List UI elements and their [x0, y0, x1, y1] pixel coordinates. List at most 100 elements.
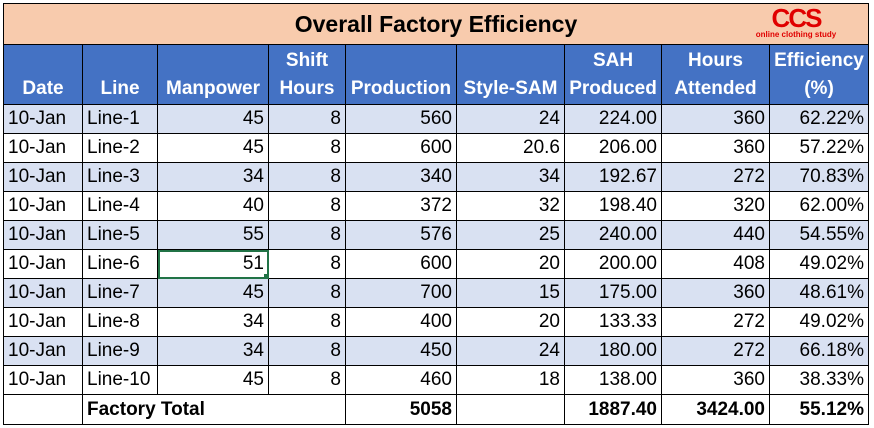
header-efficiency[interactable]: Efficiency (%) — [769, 44, 869, 105]
cell-manpower[interactable]: 45 — [157, 365, 269, 395]
cell-line[interactable]: Line-5 — [82, 220, 158, 250]
cell-hours-attended[interactable]: 272 — [661, 162, 770, 192]
cell-sah-produced[interactable]: 206.00 — [564, 133, 662, 163]
cell-efficiency[interactable]: 48.61% — [769, 278, 869, 308]
cell-manpower[interactable]: 34 — [157, 336, 269, 366]
cell-line[interactable]: Line-8 — [82, 307, 158, 337]
cell-hours-attended[interactable]: 360 — [661, 133, 770, 163]
cell-line[interactable]: Line-6 — [82, 249, 158, 279]
header-style-sam[interactable]: Style-SAM — [456, 44, 565, 105]
cell-efficiency[interactable]: 54.55% — [769, 220, 869, 250]
cell-style-sam[interactable]: 18 — [456, 365, 565, 395]
cell-date[interactable]: 10-Jan — [3, 365, 83, 395]
cell-production[interactable]: 400 — [345, 307, 457, 337]
cell-shift-hours[interactable]: 8 — [268, 220, 346, 250]
cell-manpower[interactable]: 34 — [157, 162, 269, 192]
cell-manpower[interactable]: 51 — [157, 249, 269, 279]
cell-hours-attended[interactable]: 360 — [661, 104, 770, 134]
cell-style-sam[interactable]: 25 — [456, 220, 565, 250]
cell-line[interactable]: Line-9 — [82, 336, 158, 366]
cell-hours-attended[interactable]: 360 — [661, 278, 770, 308]
cell-production[interactable]: 600 — [345, 249, 457, 279]
cell-line[interactable]: Line-2 — [82, 133, 158, 163]
header-manpower[interactable]: Manpower — [157, 44, 269, 105]
cell-date[interactable]: 10-Jan — [3, 278, 83, 308]
cell-shift-hours[interactable]: 8 — [268, 104, 346, 134]
cell-shift-hours[interactable]: 8 — [268, 191, 346, 221]
cell-efficiency[interactable]: 49.02% — [769, 307, 869, 337]
cell-hours-attended[interactable]: 408 — [661, 249, 770, 279]
cell-production[interactable]: 372 — [345, 191, 457, 221]
cell-shift-hours[interactable]: 8 — [268, 307, 346, 337]
header-line[interactable]: Line — [82, 44, 158, 105]
cell-style-sam[interactable]: 15 — [456, 278, 565, 308]
cell-hours-attended[interactable]: 272 — [661, 336, 770, 366]
cell-line[interactable]: Line-7 — [82, 278, 158, 308]
cell-sah-produced[interactable]: 198.40 — [564, 191, 662, 221]
cell-shift-hours[interactable]: 8 — [268, 278, 346, 308]
cell-production[interactable]: 560 — [345, 104, 457, 134]
cell-style-sam[interactable]: 24 — [456, 104, 565, 134]
cell-line[interactable]: Line-4 — [82, 191, 158, 221]
cell-line[interactable]: Line-10 — [82, 365, 158, 395]
cell-manpower[interactable]: 45 — [157, 104, 269, 134]
cell-style-sam[interactable]: 24 — [456, 336, 565, 366]
cell-line[interactable]: Line-3 — [82, 162, 158, 192]
cell-hours-attended[interactable]: 440 — [661, 220, 770, 250]
cell-manpower[interactable]: 55 — [157, 220, 269, 250]
cell-manpower[interactable]: 45 — [157, 133, 269, 163]
cell-date[interactable]: 10-Jan — [3, 307, 83, 337]
total-empty-date[interactable] — [3, 394, 83, 425]
cell-sah-produced[interactable]: 240.00 — [564, 220, 662, 250]
header-hours-attended[interactable]: Hours Attended — [661, 44, 770, 105]
cell-production[interactable]: 576 — [345, 220, 457, 250]
cell-manpower[interactable]: 45 — [157, 278, 269, 308]
cell-shift-hours[interactable]: 8 — [268, 162, 346, 192]
cell-efficiency[interactable]: 38.33% — [769, 365, 869, 395]
cell-date[interactable]: 10-Jan — [3, 336, 83, 366]
header-shift-hours[interactable]: Shift Hours — [268, 44, 346, 105]
cell-sah-produced[interactable]: 175.00 — [564, 278, 662, 308]
cell-shift-hours[interactable]: 8 — [268, 249, 346, 279]
cell-sah-produced[interactable]: 133.33 — [564, 307, 662, 337]
cell-production[interactable]: 340 — [345, 162, 457, 192]
total-efficiency[interactable]: 55.12% — [769, 394, 869, 425]
cell-production[interactable]: 450 — [345, 336, 457, 366]
cell-sah-produced[interactable]: 138.00 — [564, 365, 662, 395]
fill-handle[interactable] — [264, 274, 268, 278]
cell-hours-attended[interactable]: 320 — [661, 191, 770, 221]
cell-efficiency[interactable]: 49.02% — [769, 249, 869, 279]
header-sah-produced[interactable]: SAH Produced — [564, 44, 662, 105]
cell-production[interactable]: 460 — [345, 365, 457, 395]
cell-production[interactable]: 600 — [345, 133, 457, 163]
cell-date[interactable]: 10-Jan — [3, 249, 83, 279]
cell-sah-produced[interactable]: 200.00 — [564, 249, 662, 279]
cell-style-sam[interactable]: 20.6 — [456, 133, 565, 163]
cell-line[interactable]: Line-1 — [82, 104, 158, 134]
header-date[interactable]: Date — [3, 44, 83, 105]
total-sah[interactable]: 1887.40 — [564, 394, 662, 425]
cell-style-sam[interactable]: 20 — [456, 307, 565, 337]
cell-date[interactable]: 10-Jan — [3, 133, 83, 163]
cell-shift-hours[interactable]: 8 — [268, 336, 346, 366]
cell-efficiency[interactable]: 62.22% — [769, 104, 869, 134]
cell-sah-produced[interactable]: 224.00 — [564, 104, 662, 134]
total-hours[interactable]: 3424.00 — [661, 394, 770, 425]
cell-style-sam[interactable]: 32 — [456, 191, 565, 221]
title-cell[interactable]: Overall Factory Efficiency CCS online cl… — [3, 3, 869, 45]
total-production[interactable]: 5058 — [345, 394, 457, 425]
header-production[interactable]: Production — [345, 44, 457, 105]
cell-efficiency[interactable]: 66.18% — [769, 336, 869, 366]
cell-manpower[interactable]: 34 — [157, 307, 269, 337]
cell-date[interactable]: 10-Jan — [3, 191, 83, 221]
cell-hours-attended[interactable]: 272 — [661, 307, 770, 337]
total-empty-sam[interactable] — [456, 394, 565, 425]
cell-manpower[interactable]: 40 — [157, 191, 269, 221]
cell-shift-hours[interactable]: 8 — [268, 365, 346, 395]
cell-efficiency[interactable]: 70.83% — [769, 162, 869, 192]
total-label[interactable]: Factory Total — [82, 394, 346, 425]
cell-style-sam[interactable]: 34 — [456, 162, 565, 192]
cell-production[interactable]: 700 — [345, 278, 457, 308]
cell-date[interactable]: 10-Jan — [3, 220, 83, 250]
cell-date[interactable]: 10-Jan — [3, 162, 83, 192]
